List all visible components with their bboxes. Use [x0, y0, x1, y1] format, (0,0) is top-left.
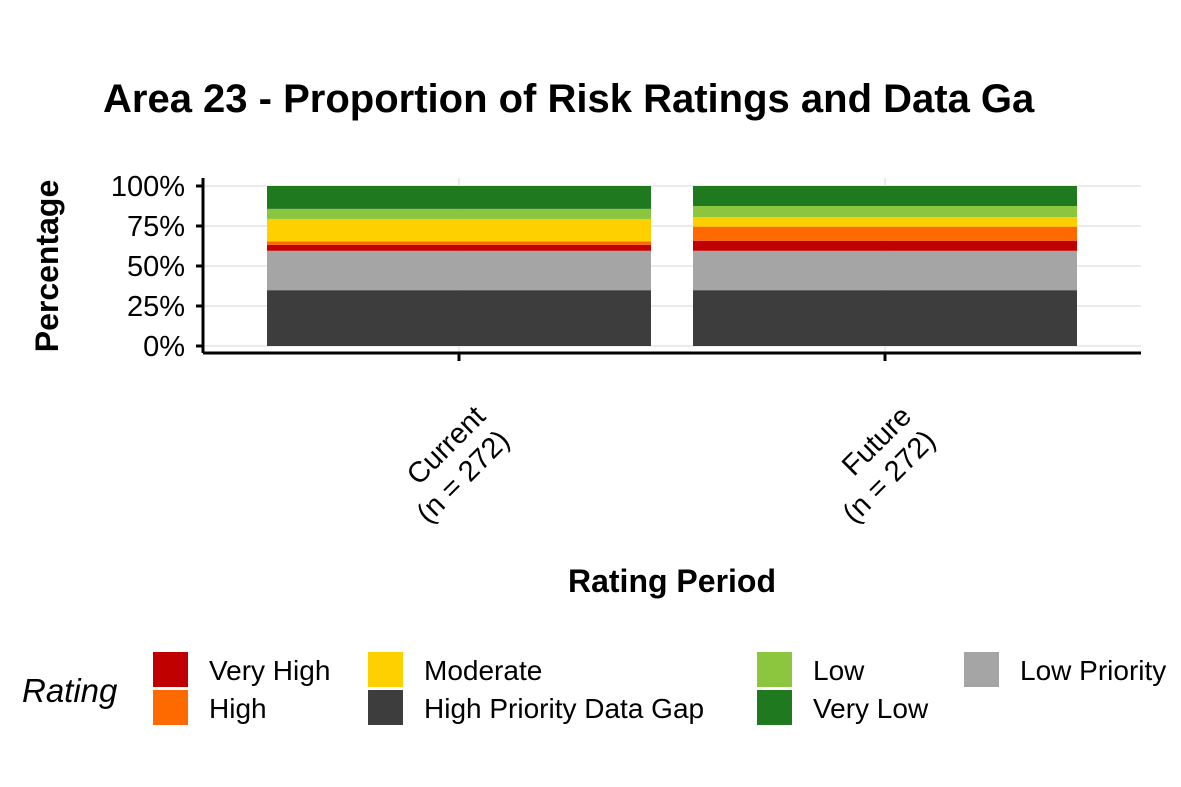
- bar-segment-high: [693, 226, 1077, 241]
- bar-segment-low: [267, 208, 651, 219]
- legend-swatch-high: [153, 690, 188, 725]
- x-tick-label: Future(n = 272): [813, 400, 942, 529]
- legend-label-very-low: Very Low: [813, 693, 929, 724]
- legend-swatch-high-priority-data-gap: [368, 690, 403, 725]
- bar-segment-moderate: [267, 218, 651, 242]
- x-tick-label: Current(n = 272): [387, 400, 516, 529]
- legend-swatch-low-priority: [964, 652, 999, 687]
- legend-swatch-very-low: [757, 690, 792, 725]
- bar-segment-moderate: [693, 217, 1077, 227]
- legend-label-high-priority-data-gap: High Priority Data Gap: [424, 693, 704, 724]
- legend-label-very-high: Very High: [209, 655, 330, 686]
- x-ticks: Current(n = 272) Future(n = 272): [387, 353, 942, 530]
- bar-segment-very-low: [693, 186, 1077, 206]
- legend-swatch-low: [757, 652, 792, 687]
- bar-segment-high-priority-data-gap: [693, 290, 1077, 346]
- y-tick-label: 25%: [127, 291, 185, 323]
- legend-title: Rating: [22, 672, 118, 709]
- bar-segment-high-priority-data-gap: [267, 290, 651, 346]
- bar-segment-low-priority: [693, 250, 1077, 291]
- y-tick-label: 0%: [143, 331, 185, 363]
- bar-segment-low: [693, 206, 1077, 218]
- bar-segment-very-high: [267, 244, 651, 251]
- bar-segment-high: [267, 241, 651, 245]
- legend-label-moderate: Moderate: [424, 655, 542, 686]
- bar-segment-very-low: [267, 186, 651, 209]
- legend-label-low-priority: Low Priority: [1020, 655, 1166, 686]
- legend-swatch-moderate: [368, 652, 403, 687]
- y-tick-label: 75%: [127, 211, 185, 243]
- chart-title: Area 23 - Proportion of Risk Ratings and…: [103, 77, 1035, 121]
- bar-segment-very-high: [693, 240, 1077, 251]
- y-tick-label: 100%: [111, 171, 185, 203]
- legend-swatch-very-high: [153, 652, 188, 687]
- y-ticks: 0% 25% 50% 75% 100%: [111, 171, 203, 363]
- y-axis-title: Percentage: [29, 180, 65, 353]
- x-axis-title: Rating Period: [568, 563, 776, 599]
- bars: [267, 186, 1077, 346]
- legend-label-high: High: [209, 693, 267, 724]
- legend-label-low: Low: [813, 655, 865, 686]
- legend: Rating Very High High Moderate High Priorit…: [22, 652, 1166, 725]
- y-tick-label: 50%: [127, 251, 185, 283]
- bar-segment-low-priority: [267, 250, 651, 291]
